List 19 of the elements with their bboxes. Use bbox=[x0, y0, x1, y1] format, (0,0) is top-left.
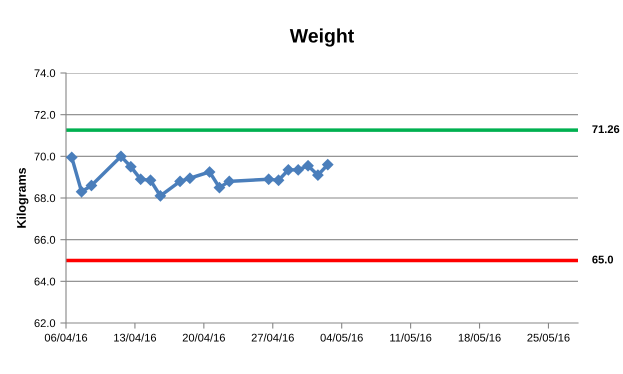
x-tick-label: 04/05/16 bbox=[320, 333, 363, 342]
ref-line-label: 71.26 bbox=[592, 125, 620, 134]
chart-title: Weight bbox=[290, 28, 354, 47]
y-tick-label: 62.0 bbox=[34, 319, 56, 328]
y-tick-label: 72.0 bbox=[34, 110, 56, 119]
x-tick-label: 06/04/16 bbox=[44, 333, 88, 342]
x-tick-label: 11/05/16 bbox=[390, 333, 432, 342]
x-tick-label: 18/05/16 bbox=[458, 333, 501, 342]
x-tick-label: 25/05/16 bbox=[527, 333, 570, 342]
x-tick-label: 27/04/16 bbox=[252, 333, 294, 342]
y-tick-label: 74.0 bbox=[34, 69, 56, 78]
ref-line-label: 65.0 bbox=[592, 256, 614, 264]
x-tick-label: 13/04/16 bbox=[114, 333, 156, 342]
y-axis-title: Kilograms bbox=[16, 168, 28, 228]
x-tick-label: 20/04/16 bbox=[182, 333, 225, 342]
y-tick-label: 68.0 bbox=[34, 194, 56, 202]
y-tick-label: 70.0 bbox=[34, 152, 56, 160]
y-tick-label: 66.0 bbox=[34, 236, 56, 244]
y-tick-label: 64.0 bbox=[34, 278, 56, 286]
